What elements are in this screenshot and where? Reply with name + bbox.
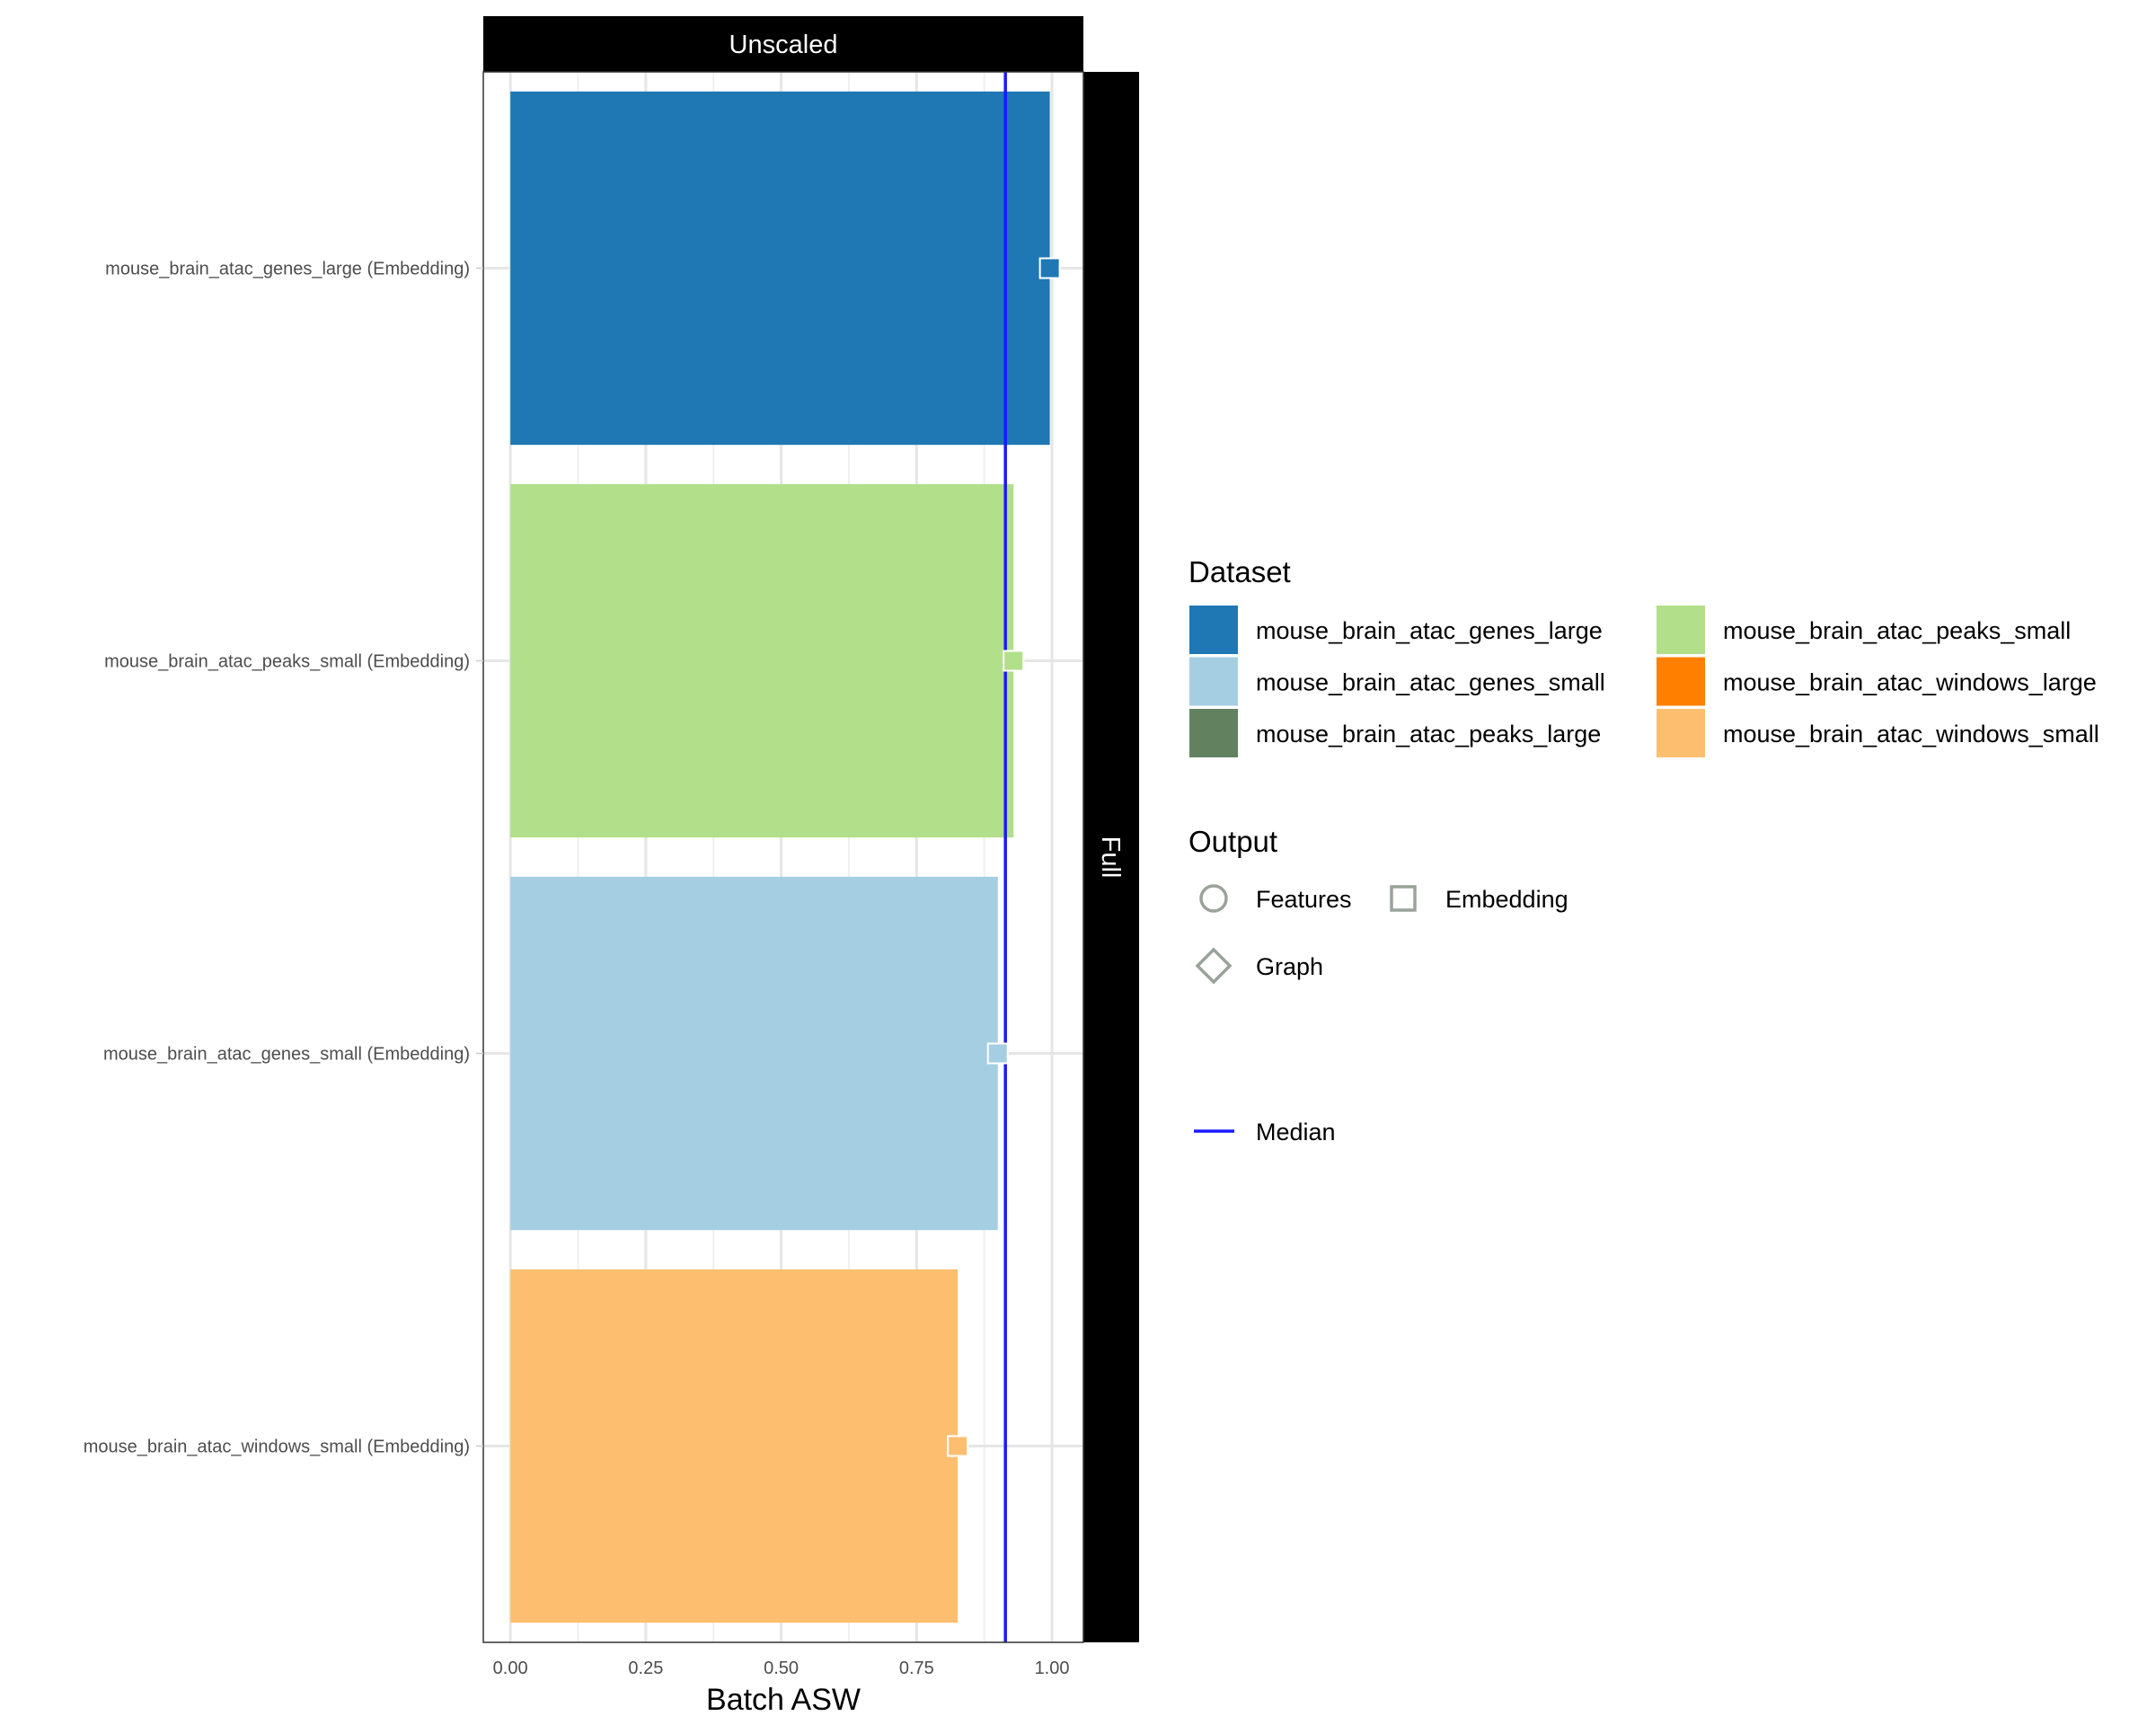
legend-color-swatch: [1655, 655, 1707, 708]
legend-dataset-item: mouse_brain_atac_peaks_small: [1655, 604, 2071, 656]
legend-dataset-item: mouse_brain_atac_windows_small: [1655, 707, 2099, 759]
bar: [510, 876, 998, 1231]
y-tick-label: mouse_brain_atac_peaks_small (Embedding): [104, 652, 470, 672]
x-tick-label: 0.25: [628, 1659, 663, 1678]
x-tick-label: 0.00: [493, 1659, 528, 1678]
legend-dataset-title: Dataset: [1188, 555, 1291, 588]
bar: [510, 483, 1014, 838]
legend-median-label: Median: [1256, 1119, 1336, 1146]
legend-output-graph: Graph: [1195, 947, 1323, 985]
circle-icon: [1199, 884, 1228, 913]
legend-color-swatch: [1655, 604, 1707, 656]
square-icon: [1390, 885, 1417, 912]
legend-dataset-item: mouse_brain_atac_windows_large: [1655, 655, 2097, 708]
y-tick-label: mouse_brain_atac_genes_large (Embedding): [105, 260, 470, 279]
embedding-point-marker: [1003, 650, 1025, 672]
legend-output-label: Graph: [1256, 953, 1323, 980]
legend-output-label: Features: [1256, 886, 1352, 913]
legend-output-label: Embedding: [1445, 886, 1568, 913]
bar: [510, 1269, 959, 1623]
x-tick-label: 0.50: [764, 1659, 799, 1678]
legend-dataset-item: mouse_brain_atac_genes_small: [1188, 655, 1605, 708]
top-strip: [483, 16, 1083, 72]
y-tick-label: mouse_brain_atac_windows_small (Embeddin…: [84, 1438, 470, 1457]
legend-dataset-label: mouse_brain_atac_genes_large: [1256, 617, 1603, 644]
legend-color-swatch: [1188, 655, 1240, 708]
legend-output-embedding: Embedding: [1390, 885, 1568, 913]
legend-dataset-label: mouse_brain_atac_genes_small: [1256, 669, 1605, 696]
embedding-point-marker: [986, 1042, 1009, 1065]
legend-dataset-item: mouse_brain_atac_peaks_large: [1188, 707, 1601, 759]
legend-color-swatch: [1655, 707, 1707, 759]
top-strip-label: Unscaled: [729, 31, 838, 59]
legend-dataset-item: mouse_brain_atac_genes_large: [1188, 604, 1603, 656]
legend-color-swatch: [1188, 707, 1240, 759]
x-tick-label: 0.75: [899, 1659, 934, 1678]
embedding-point-marker: [947, 1435, 969, 1457]
panel-border: [482, 71, 1084, 1643]
legend-dataset-label: mouse_brain_atac_peaks_small: [1723, 617, 2071, 644]
x-axis-title: Batch ASW: [706, 1683, 861, 1717]
bar: [510, 91, 1050, 446]
right-strip-label: Full: [1096, 836, 1125, 879]
legend-output-features: Features: [1199, 884, 1352, 913]
embedding-point-marker: [1038, 257, 1061, 279]
right-strip: [1083, 72, 1139, 1642]
legend-dataset-label: mouse_brain_atac_windows_large: [1723, 669, 2097, 696]
diamond-icon: [1195, 947, 1233, 985]
legend-median: Median: [1194, 1119, 1336, 1146]
x-tick-label: 1.00: [1035, 1659, 1070, 1678]
legend-dataset-label: mouse_brain_atac_windows_small: [1723, 721, 2099, 748]
legend-output-title: Output: [1188, 825, 1277, 858]
legend-color-swatch: [1188, 604, 1240, 656]
legend-dataset-label: mouse_brain_atac_peaks_large: [1256, 721, 1601, 748]
y-tick-label: mouse_brain_atac_genes_small (Embedding): [103, 1045, 470, 1065]
